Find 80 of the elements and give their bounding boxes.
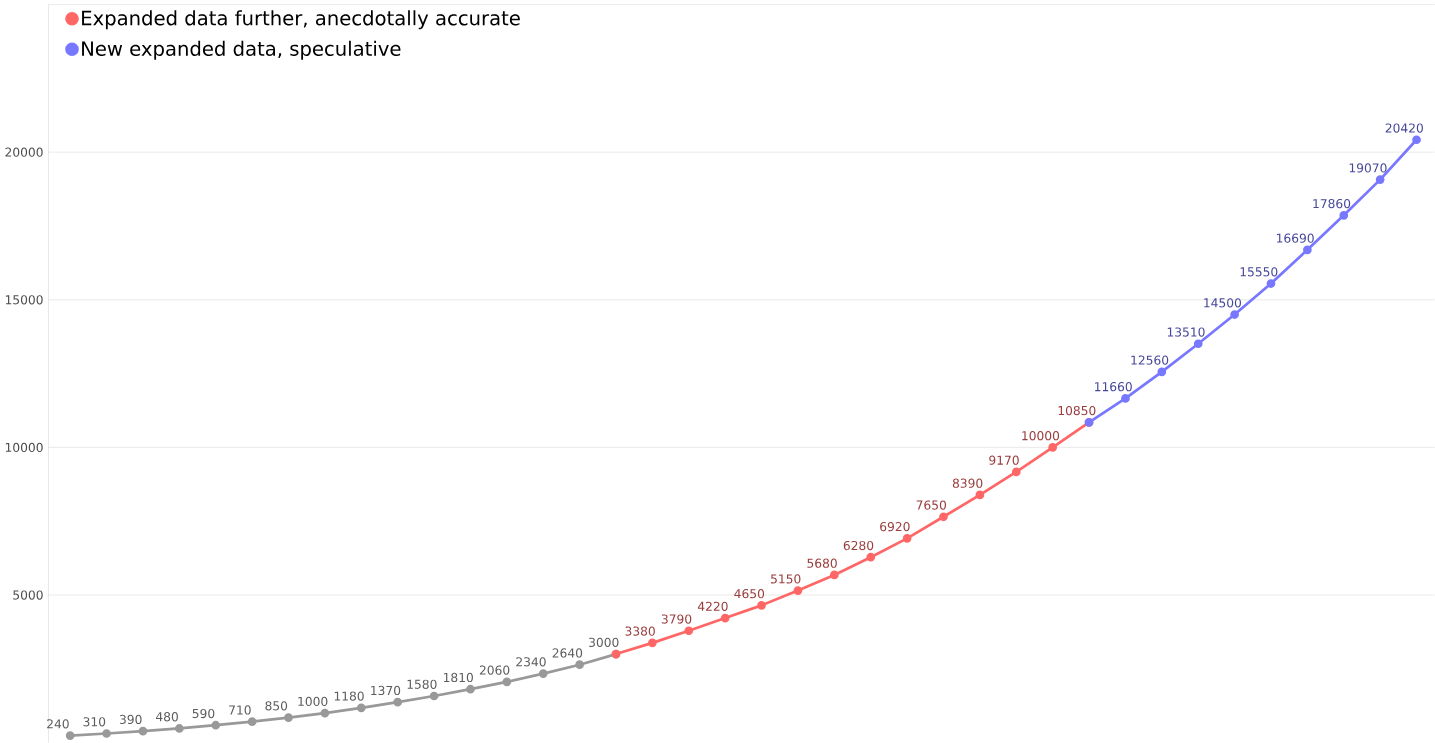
point [102,729,111,738]
data-label: 850 [265,701,288,711]
legend-label: New expanded data, speculative [82,40,401,60]
point [65,731,75,740]
data-label: 3380 [625,626,655,636]
data-label: 2640 [552,648,583,658]
data-label: 3790 [661,614,692,624]
data-label: 10850 [1058,405,1096,416]
point [1339,211,1349,220]
data-label: 8390 [952,478,983,488]
data-label: 1180 [334,691,364,701]
point [284,713,293,722]
point [1412,135,1421,145]
data-label: 2340 [516,657,546,667]
point [1011,467,1021,477]
point [138,726,148,736]
data-label: 7650 [916,500,947,510]
data-label: 480 [155,712,178,722]
point [648,638,657,648]
y-tick-label: 5000 [13,590,43,600]
point [174,724,184,733]
data-label: 20420 [1385,123,1423,133]
data-label: 6920 [880,522,910,532]
point [356,703,366,713]
data-label: 12560 [1131,355,1169,365]
data-label: 590 [192,708,215,719]
data-label: 6280 [843,540,874,551]
point [684,626,694,636]
data-label: 4220 [697,601,728,611]
point [466,684,475,694]
data-label: 1000 [298,696,328,707]
y-tick-label: 15000 [5,295,43,305]
point [1193,339,1203,349]
point [866,552,876,562]
data-label: 19070 [1349,163,1387,173]
data-label: 390 [119,714,142,725]
data-label: 1370 [371,685,401,696]
data-label: 13510 [1167,327,1205,337]
point [429,691,439,701]
data-label: 310 [83,717,106,727]
y-tick-label: 10000 [5,442,43,453]
y-tick-label: 20000 [5,147,43,157]
point [939,512,948,522]
point [1303,245,1312,255]
data-label: 17860 [1313,199,1351,209]
point [902,534,912,543]
point [247,717,257,727]
data-label: 11660 [1095,382,1132,392]
data-label: 5150 [771,574,801,584]
data-label: 14500 [1204,298,1242,308]
point [575,660,584,670]
data-label: 10000 [1022,431,1060,441]
point [829,570,839,580]
point [975,490,985,500]
data-label: 1580 [407,679,437,689]
data-label: 16690 [1276,233,1314,243]
data-label: 15550 [1240,267,1278,277]
point [1230,310,1239,319]
data-label: 5680 [807,558,837,568]
legend-label: Expanded data further, anecdotally accurate [82,10,520,30]
point [793,586,803,595]
data-label: 9170 [989,455,1019,465]
data-label: 3000 [589,637,619,648]
data-label: 2060 [479,665,510,675]
point [1048,443,1058,452]
data-label: 240 [47,719,69,729]
point [1121,394,1130,403]
point [757,601,766,610]
point [393,697,403,707]
data-label: 1810 [443,672,473,683]
point [720,613,730,623]
point [1157,367,1167,377]
point [1375,175,1385,184]
point [1266,279,1276,288]
point [502,677,512,687]
data-label: 710 [229,705,251,715]
point [211,720,221,730]
point [538,669,548,678]
data-label: 4650 [734,589,765,599]
point [320,708,330,718]
